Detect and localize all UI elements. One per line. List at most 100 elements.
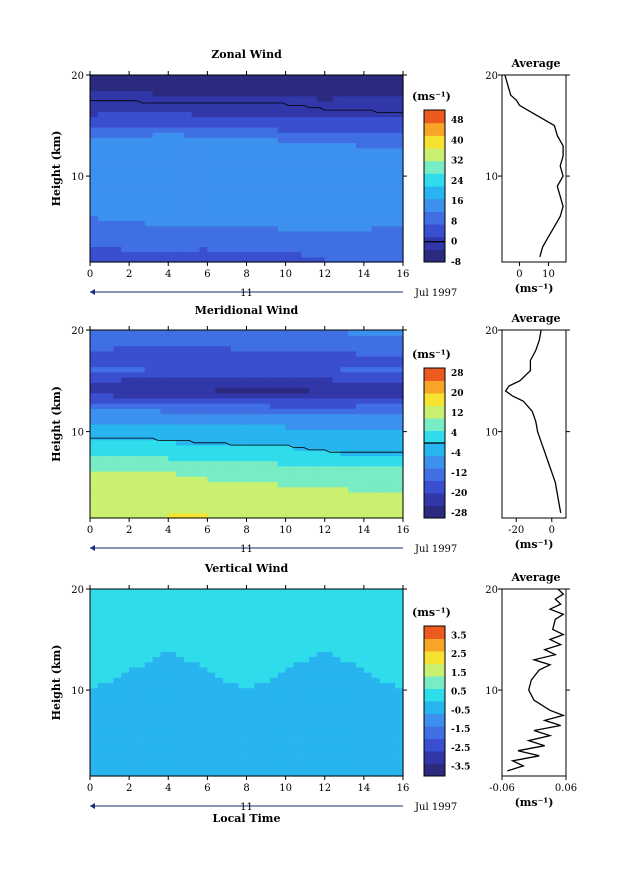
heatmap-cell xyxy=(160,361,169,368)
heatmap-cell xyxy=(254,199,263,206)
heatmap-cell xyxy=(215,434,224,441)
heatmap-cell xyxy=(309,210,318,216)
heatmap-cell xyxy=(176,132,185,138)
heatmap-cell xyxy=(152,90,162,97)
heatmap-cell xyxy=(215,225,224,232)
heatmap-cell xyxy=(262,599,271,606)
heatmap-cell xyxy=(191,687,201,694)
heatmap-cell xyxy=(97,424,107,430)
heatmap-cell xyxy=(324,507,334,514)
heatmap-cell xyxy=(395,486,404,493)
heatmap-cell xyxy=(246,703,255,710)
heatmap-cell xyxy=(301,625,310,632)
heatmap-cell xyxy=(238,460,248,467)
heatmap-cell xyxy=(176,455,185,462)
heatmap-cell xyxy=(160,734,169,741)
heatmap-cell xyxy=(332,85,341,92)
heatmap-cell xyxy=(136,225,146,232)
heatmap-cell xyxy=(363,220,373,227)
heatmap-cell xyxy=(136,230,146,237)
heatmap-cell xyxy=(387,152,396,159)
heatmap-cell xyxy=(176,403,185,409)
heatmap-cell xyxy=(387,163,396,170)
heatmap-cell xyxy=(105,377,115,383)
heatmap-cell xyxy=(176,95,185,102)
heatmap-cell xyxy=(324,450,334,456)
heatmap-cell xyxy=(97,646,107,652)
heatmap-cell xyxy=(199,356,208,362)
heatmap-cell xyxy=(387,392,396,399)
heatmap-cell xyxy=(309,152,318,159)
heatmap-cell xyxy=(395,465,404,472)
heatmap-cell xyxy=(316,356,326,362)
heatmap-cell xyxy=(129,241,138,248)
heatmap-cell xyxy=(129,429,138,436)
heatmap-cell xyxy=(105,111,115,118)
heatmap-cell xyxy=(316,340,326,347)
heatmap-cell xyxy=(136,646,146,652)
heatmap-cell xyxy=(238,734,248,741)
heatmap-cell xyxy=(340,132,349,138)
heatmap-cell xyxy=(277,246,287,253)
heatmap-cell xyxy=(395,460,404,467)
heatmap-cell xyxy=(215,424,224,430)
heatmap-cell xyxy=(348,614,357,621)
heatmap-cell xyxy=(207,444,216,451)
heatmap-cell xyxy=(176,215,185,222)
heatmap-cell xyxy=(293,614,302,621)
heatmap-cell xyxy=(105,620,115,626)
heatmap-cell xyxy=(285,189,295,196)
heatmap-cell xyxy=(356,256,365,263)
heatmap-cell xyxy=(348,95,357,102)
heatmap-cell xyxy=(246,481,255,488)
heatmap-cell xyxy=(254,424,263,430)
heatmap-cell xyxy=(160,132,169,138)
heatmap-cell xyxy=(371,682,381,689)
heatmap-cell xyxy=(277,739,287,746)
heatmap-cell xyxy=(262,703,271,710)
heatmap-cell xyxy=(387,189,396,196)
heatmap-cell xyxy=(176,646,185,652)
heatmap-cell xyxy=(144,502,154,509)
heatmap-cell xyxy=(199,604,208,611)
heatmap-cell xyxy=(152,677,162,684)
heatmap-cell xyxy=(269,184,279,190)
heatmap-cell xyxy=(363,682,373,689)
heatmap-cell xyxy=(207,126,216,133)
heatmap-cell xyxy=(254,173,263,180)
heatmap-cell xyxy=(395,424,404,430)
heatmap-cell xyxy=(97,236,107,242)
heatmap-cell xyxy=(168,408,177,415)
heatmap-cell xyxy=(356,178,365,185)
heatmap-cell xyxy=(176,210,185,216)
heatmap-cell xyxy=(316,408,326,415)
heatmap-cell xyxy=(113,724,122,730)
heatmap-cell xyxy=(121,75,130,81)
heatmap-cell xyxy=(121,241,130,248)
heatmap-cell xyxy=(121,371,130,378)
heatmap-cell xyxy=(223,184,232,190)
heatmap-cell xyxy=(113,147,122,154)
heatmap-cell xyxy=(105,708,115,715)
heatmap-cell xyxy=(293,713,302,720)
heatmap-cell xyxy=(176,692,185,699)
heatmap-cell xyxy=(215,450,224,456)
heatmap-cell xyxy=(309,163,318,170)
heatmap-cell xyxy=(223,651,232,658)
heatmap-cell xyxy=(262,377,271,383)
heatmap-cell xyxy=(293,434,302,441)
heatmap-cell xyxy=(363,132,373,138)
heatmap-cell xyxy=(340,225,349,232)
heatmap-cell xyxy=(160,471,169,477)
panel-title: Meridional Wind xyxy=(195,304,299,317)
heatmap-cell xyxy=(160,210,169,216)
heatmap-cell xyxy=(332,106,341,112)
heatmap-cell xyxy=(129,95,138,102)
heatmap-cell xyxy=(230,465,240,472)
heatmap-cell xyxy=(191,356,201,362)
heatmap-cell xyxy=(379,225,388,232)
heatmap-cell xyxy=(199,434,208,441)
heatmap-cell xyxy=(324,512,334,519)
heatmap-cell xyxy=(309,116,318,123)
